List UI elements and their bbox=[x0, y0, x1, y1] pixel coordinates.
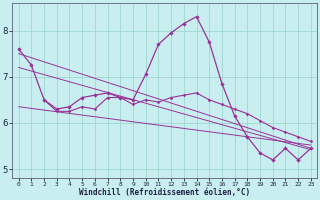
X-axis label: Windchill (Refroidissement éolien,°C): Windchill (Refroidissement éolien,°C) bbox=[79, 188, 250, 197]
